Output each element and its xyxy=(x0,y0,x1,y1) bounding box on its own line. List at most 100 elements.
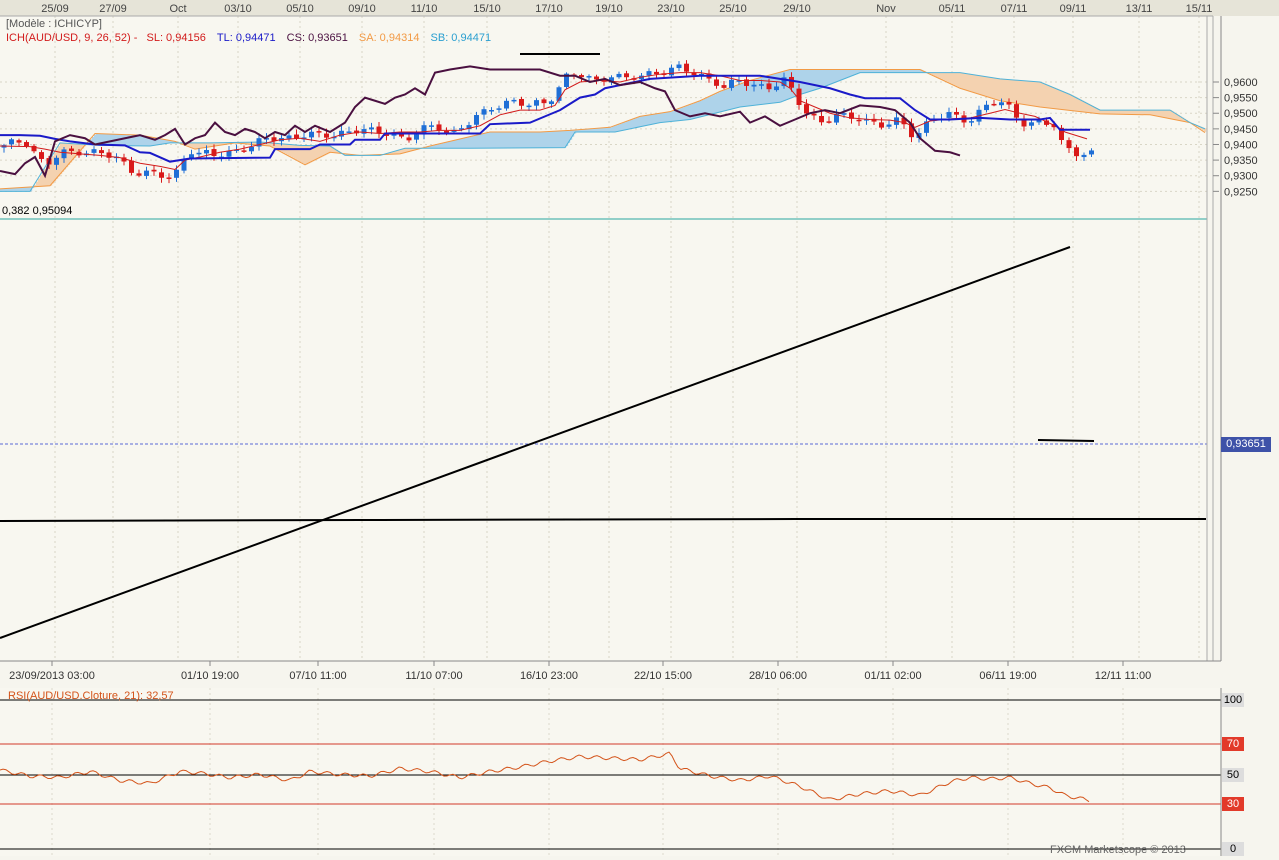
cloud-slice xyxy=(224,142,227,145)
bottom-date-label: 01/11 02:00 xyxy=(864,670,921,682)
cloud-slice xyxy=(494,131,497,149)
cloud-slice xyxy=(498,131,501,149)
indicator-legend: ICH(AUD/USD, 9, 26, 52) - SL: 0,94156 TL… xyxy=(6,32,491,44)
cloud-slice xyxy=(810,69,813,92)
bullish-candle xyxy=(1036,119,1042,123)
cloud-slice xyxy=(662,112,665,123)
bearish-candle xyxy=(151,169,157,172)
cloud-slice xyxy=(548,131,551,148)
bullish-candle xyxy=(339,130,344,137)
cloud-slice xyxy=(54,152,57,182)
cloud-slice xyxy=(660,113,663,123)
cloud-slice xyxy=(1000,78,1003,101)
cloud-slice xyxy=(10,188,13,192)
cloud-slice xyxy=(460,139,463,149)
cloud-slice xyxy=(148,136,151,147)
cloud-slice xyxy=(1076,97,1079,112)
bearish-candle xyxy=(99,150,104,154)
cloud-slice xyxy=(300,145,303,163)
cloud-slice xyxy=(712,95,715,114)
cloud-slice xyxy=(1156,110,1159,116)
cloud-slice xyxy=(732,86,735,109)
cloud-slice xyxy=(242,142,245,144)
cloud-slice xyxy=(1112,110,1115,115)
cloud-slice xyxy=(954,72,957,86)
cloud-slice xyxy=(1176,113,1179,120)
cloud-slice xyxy=(2,188,5,192)
bullish-candle xyxy=(234,149,239,151)
bearish-candle xyxy=(294,134,299,139)
cloud-slice xyxy=(546,131,549,148)
bullish-candle xyxy=(459,128,464,130)
cloud-slice xyxy=(244,142,247,144)
bearish-candle xyxy=(159,172,164,178)
cloud-slice xyxy=(844,69,847,79)
bullish-candle xyxy=(249,146,254,152)
cloud-slice xyxy=(390,152,393,155)
cloud-slice xyxy=(858,69,861,74)
span-a-line xyxy=(0,69,1206,190)
cloud-slice xyxy=(142,135,145,146)
bearish-candle xyxy=(871,118,877,122)
support-line xyxy=(0,518,1206,522)
cloud-slice xyxy=(1092,105,1095,113)
cloud-slice xyxy=(742,83,745,107)
cloud-slice xyxy=(302,145,305,164)
cloud-slice xyxy=(474,135,477,149)
cloud-slice xyxy=(1036,81,1039,107)
cloud-slice xyxy=(312,145,315,162)
cloud-slice xyxy=(938,72,941,78)
cloud-slice xyxy=(1046,84,1049,108)
cloud-slice xyxy=(1150,110,1153,115)
tl-label: TL: 0,94471 xyxy=(216,32,276,44)
cloud-slice xyxy=(334,148,337,153)
bullish-candle xyxy=(616,73,622,78)
cloud-slice xyxy=(72,143,75,161)
cloud-slice xyxy=(586,129,589,132)
cloud-slice xyxy=(534,131,537,148)
cloud-slice xyxy=(572,130,575,137)
cloud-slice xyxy=(654,114,657,124)
cloud-slice xyxy=(190,142,193,148)
cloud-slice xyxy=(482,133,485,149)
cloud-slice xyxy=(66,143,69,168)
cloud-slice xyxy=(1144,110,1147,115)
cloud-slice xyxy=(510,131,513,148)
cloud-slice xyxy=(584,129,587,132)
cloud-slice xyxy=(138,135,141,146)
bearish-candle xyxy=(909,123,914,138)
cloud-slice xyxy=(18,187,21,192)
cloud-slice xyxy=(622,122,625,131)
bearish-candle xyxy=(691,72,697,76)
bullish-candle xyxy=(699,73,704,76)
cloud-slice xyxy=(1068,93,1071,111)
cloud-slice xyxy=(348,154,351,156)
cloud-slice xyxy=(512,131,515,148)
cloud-slice xyxy=(944,72,947,81)
cloud-slice xyxy=(554,131,557,148)
bullish-candle xyxy=(174,169,179,178)
cloud-slice xyxy=(40,175,43,187)
cloud-slice xyxy=(686,105,689,120)
cloud-slice xyxy=(600,128,603,132)
cloud-slice xyxy=(744,82,747,107)
cloud-slice xyxy=(610,127,613,132)
cloud-slice xyxy=(530,131,533,148)
cloud-slice xyxy=(78,144,81,154)
cloud-slice xyxy=(124,134,127,146)
cloud-slice xyxy=(560,130,563,148)
cloud-slice xyxy=(664,112,667,123)
cloud-slice xyxy=(754,79,757,106)
cloud-slice xyxy=(558,131,561,148)
rsi-label: RSI(AUD/USD.Cloture, 21): 32,57 xyxy=(8,690,174,702)
cloud-slice xyxy=(968,73,971,91)
cloud-slice xyxy=(246,142,249,144)
cloud-slice xyxy=(1020,80,1023,104)
cloud-slice xyxy=(672,110,675,122)
cloud-slice xyxy=(920,69,923,73)
bullish-candle xyxy=(774,86,779,91)
cloud-slice xyxy=(1048,85,1051,108)
bearish-candle xyxy=(796,88,802,105)
bearish-candle xyxy=(804,104,809,114)
